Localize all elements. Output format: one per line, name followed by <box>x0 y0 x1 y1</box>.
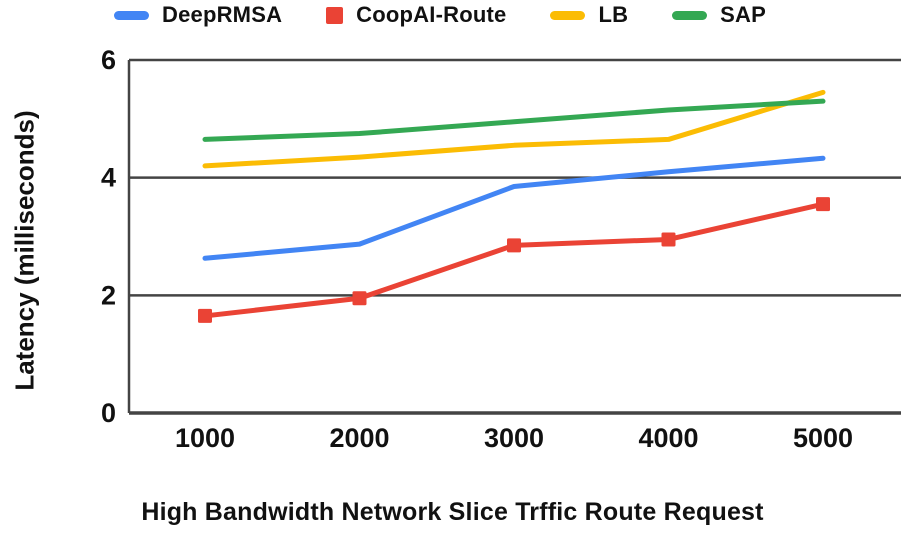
legend-label-coopai-route: CoopAI-Route <box>356 2 507 27</box>
legend-label-deeprmsa: DeepRMSA <box>161 2 283 27</box>
legend-item-coopai-route: CoopAI-Route <box>326 2 506 28</box>
data-point-marker <box>816 197 830 212</box>
legend-item-deeprmsa: DeepRMSA <box>113 2 283 28</box>
legend-label-sap: SAP <box>720 2 767 27</box>
x-tick-label: 4000 <box>638 423 698 453</box>
legend-item-lb: LB <box>550 2 628 28</box>
y-tick-label: 6 <box>101 45 116 75</box>
x-axis-title: High Bandwidth Network Slice Trffic Rout… <box>141 498 764 526</box>
coopai-route-square-swatch-icon <box>326 6 344 24</box>
deeprmsa-line-swatch-icon <box>113 10 149 20</box>
data-point-marker <box>198 308 212 323</box>
legend-label-lb: LB <box>598 2 629 27</box>
x-tick-label: 5000 <box>793 423 853 453</box>
series-line-sap <box>202 98 826 142</box>
data-point-marker <box>507 238 521 253</box>
data-point-marker <box>661 232 676 247</box>
line-chart: 0 2 4 6 1000 2000 3000 4000 5000 <box>101 45 901 453</box>
y-tick-label: 2 <box>101 280 116 310</box>
sap-line-swatch-icon <box>672 10 708 20</box>
lb-line-swatch-icon <box>550 10 586 20</box>
legend: DeepRMSA CoopAI-Route LB SAP <box>0 2 880 28</box>
y-tick-label: 4 <box>101 163 116 193</box>
x-tick-label: 3000 <box>484 423 544 453</box>
x-tick-label: 2000 <box>329 423 389 453</box>
legend-item-sap: SAP <box>672 2 766 28</box>
series-line-coopai-route <box>202 201 826 319</box>
series-line-lb <box>202 89 826 169</box>
y-tick-label: 0 <box>101 398 116 428</box>
series-line-deeprmsa <box>202 155 826 261</box>
data-point-marker <box>352 291 367 306</box>
x-tick-label: 1000 <box>175 423 235 453</box>
